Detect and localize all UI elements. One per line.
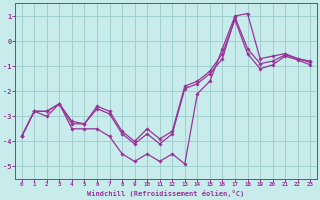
X-axis label: Windchill (Refroidissement éolien,°C): Windchill (Refroidissement éolien,°C) — [87, 190, 244, 197]
